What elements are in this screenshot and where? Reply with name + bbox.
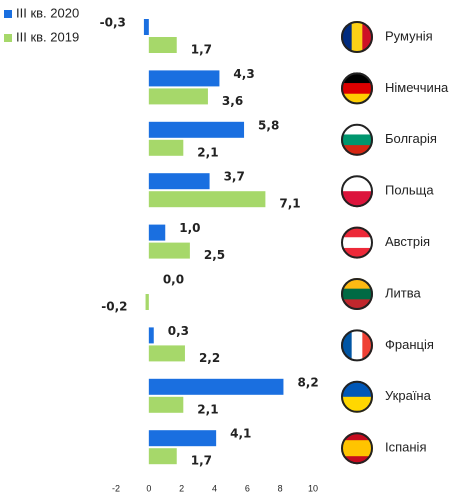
legend-label: III кв. 2019 <box>16 29 79 44</box>
flag-stripe <box>341 440 373 449</box>
bar <box>148 430 217 447</box>
flag-stripe <box>341 456 373 465</box>
bar <box>148 224 166 241</box>
value-label: 0,3 <box>168 324 189 338</box>
value-label: 4,3 <box>233 67 254 81</box>
x-tick-label: 0 <box>146 483 151 493</box>
flag <box>341 329 373 362</box>
value-label: 5,8 <box>258 118 279 132</box>
bar <box>148 173 210 190</box>
bar <box>143 19 149 35</box>
legend-swatch <box>4 10 12 18</box>
bar <box>148 37 177 53</box>
flag-stripe <box>362 329 373 362</box>
flag-border <box>341 123 373 156</box>
flag-stripe <box>341 299 373 310</box>
x-tick-label: 2 <box>179 483 184 493</box>
flag-stripe <box>341 288 373 300</box>
flag-border <box>341 226 373 259</box>
flag-stripe <box>341 380 373 398</box>
value-label: 1,0 <box>179 221 200 235</box>
bar <box>148 345 185 362</box>
value-label: -0,3 <box>100 16 126 30</box>
category-label: Польща <box>385 183 434 198</box>
flag-stripe <box>341 83 373 95</box>
flag-stripe <box>341 448 373 457</box>
legend-swatch <box>4 34 12 42</box>
bar <box>145 294 149 310</box>
value-label: 7,1 <box>279 197 300 211</box>
bar <box>148 242 190 259</box>
value-label: 3,7 <box>224 170 245 184</box>
flag-border <box>341 380 373 413</box>
flag <box>341 278 373 310</box>
flag-stripe <box>362 21 373 53</box>
flag <box>341 72 373 105</box>
flag <box>341 21 373 53</box>
flag-stripe <box>351 21 363 53</box>
category-label: Україна <box>385 388 432 403</box>
value-label: 0,0 <box>163 273 184 287</box>
flag-border <box>341 175 373 208</box>
bar <box>148 396 184 413</box>
flag-stripe <box>341 72 373 84</box>
flag-stripe <box>341 93 373 105</box>
bar <box>148 70 220 87</box>
flag <box>341 123 373 156</box>
flag-stripe <box>341 329 353 362</box>
flag-stripe <box>341 123 373 135</box>
category-label: Румунія <box>385 28 433 43</box>
flag <box>341 432 373 465</box>
flag-border <box>341 278 373 310</box>
bar <box>148 121 245 138</box>
x-tick-label: 8 <box>278 483 283 493</box>
bar <box>148 327 154 344</box>
flag-border <box>341 72 373 105</box>
flag-stripe <box>341 237 373 249</box>
flag <box>341 226 373 259</box>
flag-stripe <box>341 247 373 259</box>
value-label: 2,1 <box>197 402 218 416</box>
flag-border <box>341 21 373 53</box>
category-label: Франція <box>385 337 434 352</box>
value-label: 3,6 <box>222 94 243 108</box>
legend-label: III кв. 2020 <box>16 5 79 20</box>
flag-stripe <box>341 21 353 53</box>
flag-stripe <box>341 226 373 238</box>
x-tick-label: 6 <box>245 483 250 493</box>
value-label: 2,2 <box>199 351 220 365</box>
flag-stripe <box>341 134 373 146</box>
value-label: 2,5 <box>204 248 225 262</box>
bar <box>148 448 177 465</box>
category-label: Австрія <box>385 234 430 249</box>
flag-border <box>341 432 373 465</box>
value-label: 8,2 <box>297 375 318 389</box>
bar <box>148 191 266 208</box>
flag-stripe <box>351 329 363 362</box>
value-label: 2,1 <box>197 145 218 159</box>
category-label: Німеччина <box>385 80 449 95</box>
x-tick-label: 10 <box>308 483 318 493</box>
bar <box>148 378 284 395</box>
category-label: Литва <box>385 285 422 300</box>
bar <box>148 88 208 105</box>
flag-stripe <box>341 432 373 441</box>
value-label: 1,7 <box>191 454 212 468</box>
x-tick-label: 4 <box>212 483 217 493</box>
flag-stripe <box>341 175 373 192</box>
flag-stripe <box>341 278 373 290</box>
x-tick-label: -2 <box>112 483 120 493</box>
flag-stripe <box>341 145 373 156</box>
value-label: -0,2 <box>101 300 127 314</box>
value-label: 1,7 <box>191 43 212 57</box>
value-label: 4,1 <box>230 427 251 441</box>
category-label: Іспанія <box>385 440 427 455</box>
flag-border <box>341 329 373 362</box>
category-label: Болгарія <box>385 131 437 146</box>
bar <box>148 139 184 156</box>
